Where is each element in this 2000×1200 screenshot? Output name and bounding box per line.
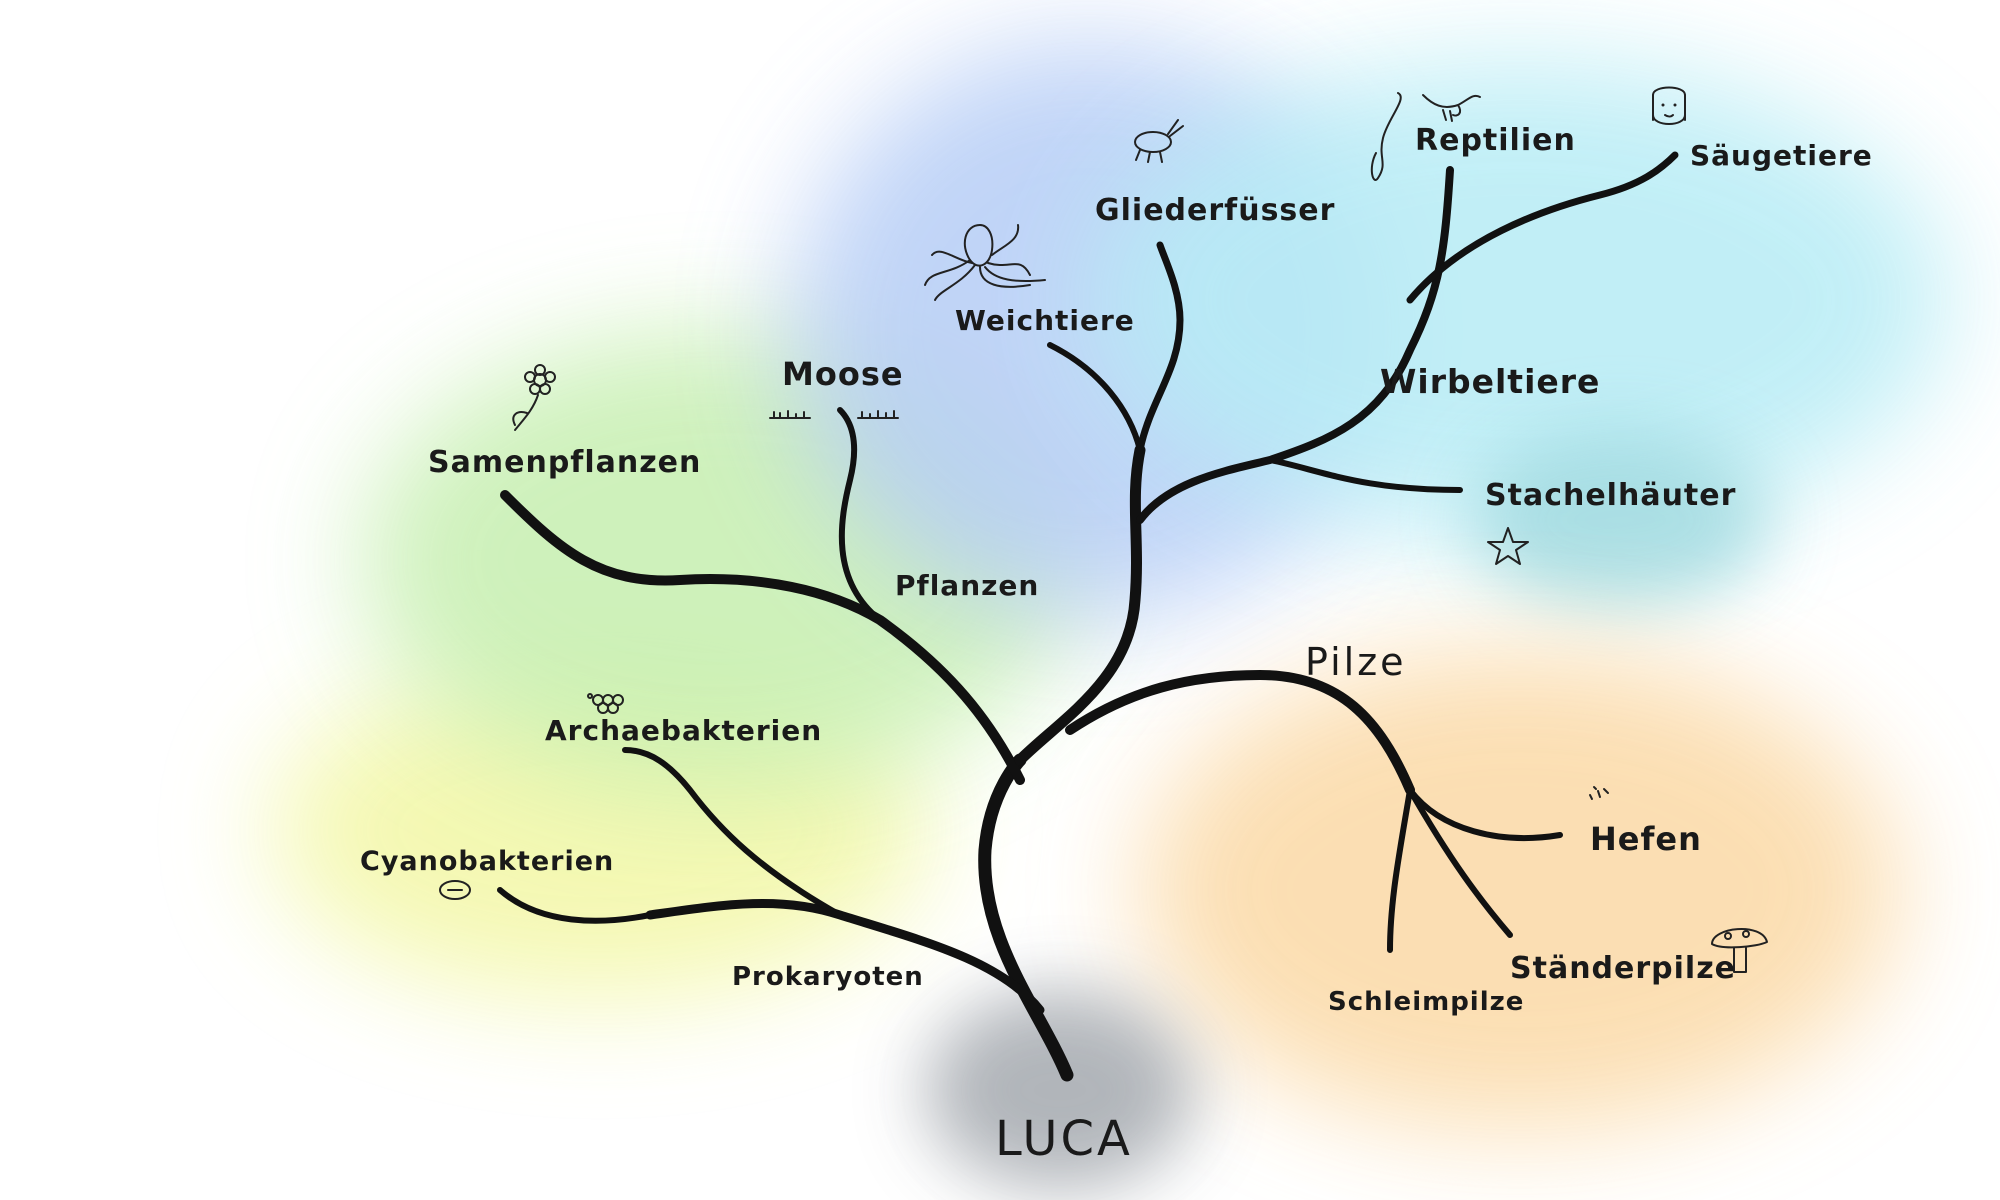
archaea-cells-icon bbox=[587, 693, 624, 714]
bird-icon bbox=[1422, 94, 1481, 122]
insect-icon bbox=[1134, 119, 1184, 163]
node-weichtiere: Weichtiere bbox=[955, 304, 1135, 337]
node-reptilien: Reptilien bbox=[1415, 123, 1576, 158]
luca-wash bbox=[925, 990, 1195, 1190]
octopus-icon bbox=[924, 224, 1046, 301]
tree-branches bbox=[497, 151, 1679, 1082]
node-cyanobakterien: Cyanobakterien bbox=[360, 846, 614, 877]
node-saeugetiere: Säugetiere bbox=[1690, 139, 1873, 172]
background-washes bbox=[270, 40, 1950, 1190]
branch-pflanzen bbox=[500, 490, 1025, 785]
branch-gliederfuesser bbox=[1136, 241, 1184, 454]
branch-moose bbox=[837, 407, 883, 623]
moss-icon bbox=[769, 410, 899, 419]
human-face-icon bbox=[1652, 86, 1686, 125]
node-pilze: Pilze bbox=[1305, 640, 1407, 684]
node-hefen: Hefen bbox=[1590, 820, 1702, 858]
fungi-wash bbox=[1140, 650, 1900, 1130]
branch-saeugetiere bbox=[1406, 151, 1679, 304]
echinoderm-wash bbox=[1470, 430, 1770, 610]
node-wirbeltiere: Wirbeltiere bbox=[1380, 362, 1600, 401]
node-stachelhaeuter: Stachelhäuter bbox=[1485, 478, 1736, 513]
node-luca: LUCA bbox=[995, 1111, 1133, 1167]
yeast-icon bbox=[1589, 786, 1609, 800]
branch-archaebakterien bbox=[622, 747, 843, 918]
branch-wirbeltiere bbox=[1136, 166, 1454, 524]
starfish-icon bbox=[1487, 527, 1529, 565]
node-staenderpilze: Ständerpilze bbox=[1510, 951, 1736, 986]
node-moose: Moose bbox=[782, 355, 904, 393]
node-samenpflanzen: Samenpflanzen bbox=[428, 445, 701, 480]
node-schleimpilze: Schleimpilze bbox=[1328, 987, 1524, 1017]
branch-animals bbox=[1014, 444, 1146, 766]
branch-cyanobakterien bbox=[497, 887, 653, 924]
mushroom-icon bbox=[1711, 928, 1768, 973]
doodles bbox=[439, 86, 1768, 973]
node-archaebakterien: Archaebakterien bbox=[545, 714, 822, 747]
branch-hefen bbox=[1407, 787, 1563, 841]
node-labels: LUCA Prokaryoten Cyanobakterien Archaeba… bbox=[360, 123, 1873, 1167]
branch-weichtiere bbox=[1047, 342, 1143, 453]
branch-stachelhaeuter bbox=[1267, 457, 1463, 493]
branch-trunk bbox=[978, 753, 1074, 1082]
snake-icon bbox=[1370, 92, 1402, 181]
branch-pilze bbox=[1065, 670, 1415, 795]
branch-staenderpilze bbox=[1407, 787, 1513, 938]
cyanobacteria-cell-icon bbox=[439, 880, 471, 900]
flower-icon bbox=[512, 364, 556, 431]
node-prokaryoten: Prokaryoten bbox=[732, 962, 924, 992]
animals-cyan-wash bbox=[1090, 60, 1950, 540]
node-gliederfuesser: Gliederfüsser bbox=[1095, 193, 1335, 228]
node-pflanzen: Pflanzen bbox=[895, 569, 1039, 602]
branch-schleimpilze bbox=[1387, 787, 1413, 953]
